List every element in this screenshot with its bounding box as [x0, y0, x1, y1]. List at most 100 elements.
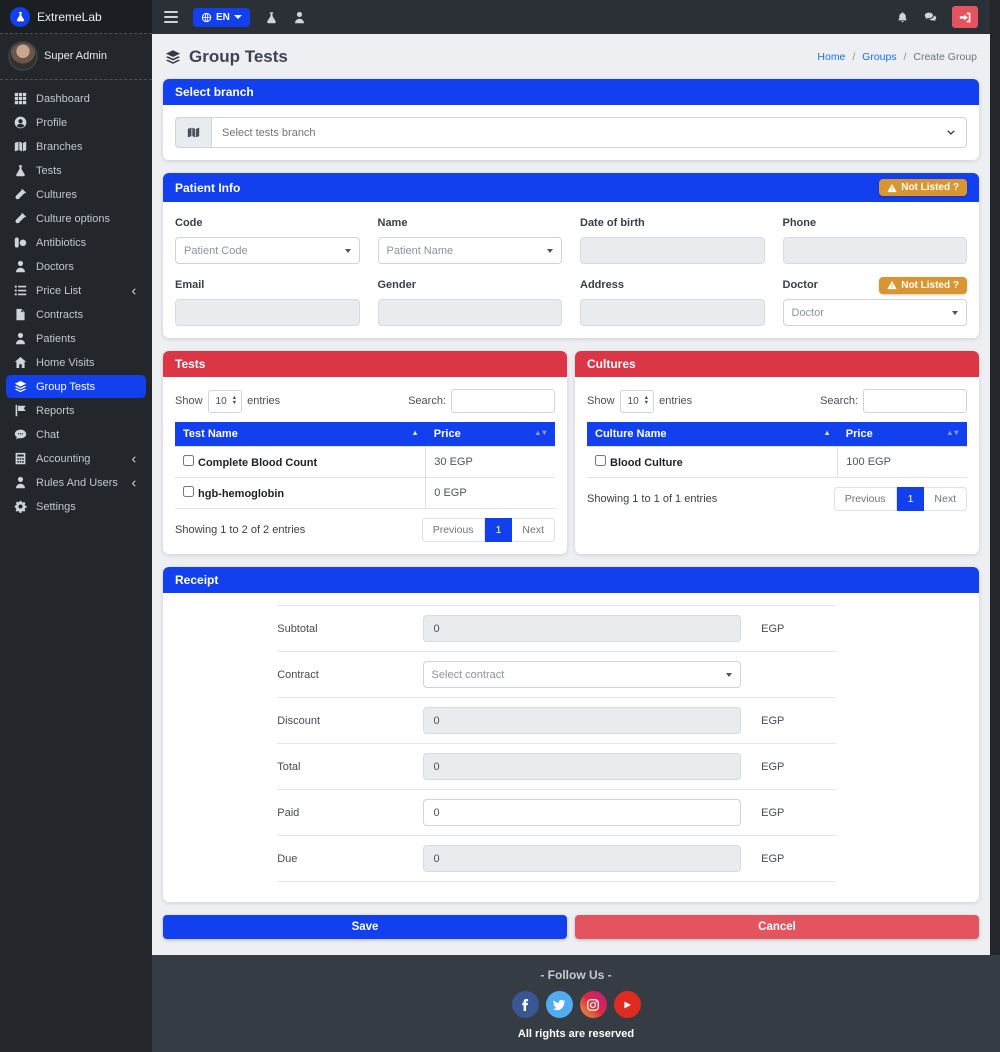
- sidebar-item-profile[interactable]: Profile: [6, 111, 146, 134]
- chevron-left-icon: [129, 453, 138, 465]
- warning-icon: [887, 183, 897, 193]
- user-shortcut-icon[interactable]: [293, 11, 306, 24]
- youtube-icon[interactable]: [614, 991, 641, 1018]
- breadcrumb-home-link[interactable]: Home: [817, 51, 845, 63]
- sidebar-item-cultures[interactable]: Cultures: [6, 183, 146, 206]
- sidebar-nav: Dashboard Profile Branches Tests Culture…: [0, 80, 152, 525]
- tests-page-size-select[interactable]: 10▲▼: [208, 390, 243, 413]
- branch-map-icon: [175, 117, 211, 148]
- gender-input: [378, 299, 563, 326]
- caret-down-icon: [345, 249, 351, 253]
- user-circle-icon: [14, 116, 27, 129]
- receipt-card: Receipt Subtotal EGP Contract Select con…: [163, 567, 979, 902]
- updown-icon: ▲▼: [232, 396, 237, 406]
- sidebar-item-antibiotics[interactable]: Antibiotics: [6, 231, 146, 254]
- sign-out-icon: [959, 11, 972, 24]
- menu-toggle-icon[interactable]: [164, 11, 178, 23]
- table-row: Blood Culture 100 EGP: [587, 447, 967, 478]
- brand-logo-icon: [10, 7, 30, 27]
- total-input: [423, 753, 742, 780]
- cultures-search-input[interactable]: [863, 389, 967, 413]
- tests-col-price[interactable]: Price▲▼: [426, 422, 555, 447]
- main-content: Group Tests Home / Groups / Create Group…: [152, 34, 990, 955]
- sidebar-item-accounting[interactable]: Accounting: [6, 447, 146, 470]
- breadcrumb: Home / Groups / Create Group: [817, 51, 977, 63]
- sidebar-item-doctors[interactable]: Doctors: [6, 255, 146, 278]
- page-title: Group Tests: [165, 47, 288, 67]
- caret-down-icon: [547, 249, 553, 253]
- paid-input[interactable]: [423, 799, 742, 826]
- layers-icon: [165, 49, 181, 65]
- patient-not-listed-button[interactable]: Not Listed ?: [879, 179, 967, 196]
- sidebar-item-home-visits[interactable]: Home Visits: [6, 351, 146, 374]
- facebook-icon[interactable]: [512, 991, 539, 1018]
- culture-checkbox[interactable]: [595, 455, 606, 466]
- warning-icon: [887, 280, 897, 290]
- cultures-col-name[interactable]: Culture Name▲: [587, 422, 838, 447]
- next-page-button[interactable]: Next: [924, 487, 967, 511]
- sidebar-item-branches[interactable]: Branches: [6, 135, 146, 158]
- cultures-col-price[interactable]: Price▲▼: [838, 422, 967, 447]
- save-button[interactable]: Save: [163, 915, 567, 939]
- receipt-row-subtotal: Subtotal EGP: [277, 605, 836, 652]
- email-input: [175, 299, 360, 326]
- cultures-info: Showing 1 to 1 of 1 entries: [587, 493, 717, 505]
- sidebar-item-chat[interactable]: Chat: [6, 423, 146, 446]
- user-panel[interactable]: Super Admin: [0, 34, 152, 80]
- twitter-icon[interactable]: [546, 991, 573, 1018]
- sidebar-item-group-tests[interactable]: Group Tests: [6, 375, 146, 398]
- notifications-bell-icon[interactable]: [896, 11, 909, 24]
- cultures-page-size-select[interactable]: 10▲▼: [620, 390, 655, 413]
- patient-name-select[interactable]: Patient Name: [378, 237, 563, 264]
- previous-page-button[interactable]: Previous: [422, 518, 485, 542]
- rights-label: All rights are reserved: [152, 1028, 1000, 1040]
- tests-col-name[interactable]: Test Name▲: [175, 422, 426, 447]
- select-branch-header: Select branch: [163, 79, 979, 105]
- file-icon: [14, 308, 27, 321]
- sidebar-item-culture-options[interactable]: Culture options: [6, 207, 146, 230]
- chevron-left-icon: [129, 477, 138, 489]
- comment-icon: [14, 428, 27, 441]
- tests-shortcut-icon[interactable]: [265, 11, 278, 24]
- chevron-left-icon: [129, 285, 138, 297]
- sidebar-item-tests[interactable]: Tests: [6, 159, 146, 182]
- doctor-not-listed-button[interactable]: Not Listed ?: [879, 277, 967, 294]
- messages-icon[interactable]: [924, 11, 937, 24]
- sidebar-item-reports[interactable]: Reports: [6, 399, 146, 422]
- patient-code-select[interactable]: Patient Code: [175, 237, 360, 264]
- footer: - Follow Us - All rights are reserved: [152, 955, 1000, 1052]
- tests-search-input[interactable]: [451, 389, 555, 413]
- receipt-header: Receipt: [163, 567, 979, 593]
- previous-page-button[interactable]: Previous: [834, 487, 897, 511]
- test-checkbox[interactable]: [183, 455, 194, 466]
- field-phone: Phone: [783, 214, 968, 264]
- home-icon: [14, 356, 27, 369]
- instagram-icon[interactable]: [580, 991, 607, 1018]
- page-1-button[interactable]: 1: [485, 518, 513, 542]
- branch-select[interactable]: Select tests branch: [211, 117, 967, 148]
- follow-us-label: - Follow Us -: [152, 968, 1000, 982]
- doctor-select[interactable]: Doctor: [783, 299, 968, 326]
- logout-button[interactable]: [952, 6, 978, 28]
- chevron-down-icon: [946, 128, 956, 138]
- sidebar-item-dashboard[interactable]: Dashboard: [6, 87, 146, 110]
- test-checkbox[interactable]: [183, 486, 194, 497]
- next-page-button[interactable]: Next: [512, 518, 555, 542]
- field-name: Name Patient Name: [378, 214, 563, 264]
- sidebar-item-price-list[interactable]: Price List: [6, 279, 146, 302]
- breadcrumb-groups-link[interactable]: Groups: [862, 51, 896, 63]
- field-email: Email: [175, 276, 360, 326]
- sidebar-item-settings[interactable]: Settings: [6, 495, 146, 518]
- receipt-row-due: Due EGP: [277, 836, 836, 882]
- language-dropdown[interactable]: EN: [193, 8, 250, 27]
- cancel-button[interactable]: Cancel: [575, 915, 979, 939]
- sidebar-item-contracts[interactable]: Contracts: [6, 303, 146, 326]
- grid-icon: [14, 92, 27, 105]
- sidebar-item-rules-and-users[interactable]: Rules And Users: [6, 471, 146, 494]
- brand[interactable]: ExtremeLab: [0, 0, 152, 34]
- contract-select[interactable]: Select contract: [423, 661, 742, 688]
- page-1-button[interactable]: 1: [897, 487, 925, 511]
- layers-icon: [14, 380, 27, 393]
- list-icon: [14, 284, 27, 297]
- sidebar-item-patients[interactable]: Patients: [6, 327, 146, 350]
